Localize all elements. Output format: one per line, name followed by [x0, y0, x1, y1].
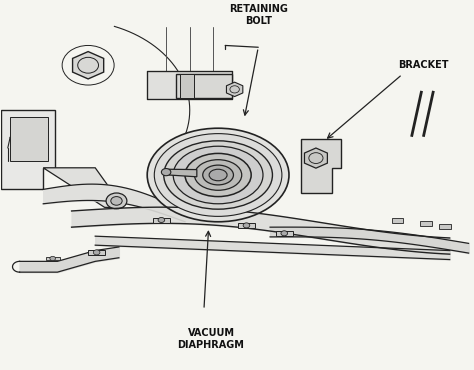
- Bar: [88, 250, 105, 255]
- Polygon shape: [0, 110, 55, 189]
- Bar: [238, 223, 255, 228]
- Bar: [46, 257, 60, 260]
- Polygon shape: [73, 51, 104, 79]
- Bar: [180, 74, 194, 98]
- Text: BRACKET: BRACKET: [398, 60, 448, 70]
- Ellipse shape: [209, 169, 227, 181]
- Circle shape: [281, 231, 288, 236]
- Ellipse shape: [164, 141, 273, 209]
- Ellipse shape: [194, 160, 242, 190]
- Circle shape: [161, 168, 171, 176]
- Bar: [439, 224, 451, 229]
- Polygon shape: [10, 117, 48, 161]
- Ellipse shape: [203, 165, 234, 185]
- Bar: [392, 218, 403, 223]
- Bar: [175, 74, 232, 98]
- Circle shape: [243, 223, 250, 228]
- Circle shape: [111, 196, 122, 205]
- Circle shape: [93, 250, 100, 255]
- Ellipse shape: [155, 134, 282, 216]
- Circle shape: [158, 218, 164, 222]
- Circle shape: [106, 193, 127, 209]
- Polygon shape: [227, 82, 243, 97]
- Polygon shape: [43, 168, 124, 207]
- Polygon shape: [304, 148, 328, 168]
- Ellipse shape: [147, 128, 289, 222]
- Text: VACUUM
DIAPHRAGM: VACUUM DIAPHRAGM: [178, 328, 245, 350]
- Bar: [147, 71, 232, 100]
- Circle shape: [50, 256, 55, 260]
- Bar: [420, 221, 432, 226]
- Text: RETAINING
BOLT: RETAINING BOLT: [229, 4, 288, 26]
- Ellipse shape: [173, 146, 263, 204]
- Bar: [153, 218, 170, 223]
- Polygon shape: [301, 139, 341, 193]
- Ellipse shape: [185, 154, 251, 196]
- Polygon shape: [168, 169, 197, 177]
- Bar: [276, 231, 293, 236]
